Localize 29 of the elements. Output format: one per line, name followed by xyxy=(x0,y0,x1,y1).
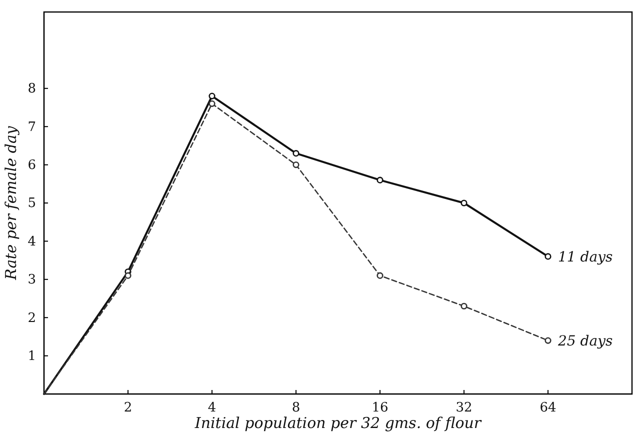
y-tick-label: 2 xyxy=(28,310,36,326)
x-tick-label: 8 xyxy=(292,400,300,416)
point xyxy=(292,162,300,168)
x-axis-title: Initial population per 32 gms. of flour xyxy=(194,414,482,432)
y-tick-label: 3 xyxy=(28,272,36,288)
series-label: 25 days xyxy=(557,334,613,350)
x-tick-label: 2 xyxy=(124,400,132,416)
y-tick-label: 1 xyxy=(28,348,36,364)
y-tick-label: 4 xyxy=(28,234,36,250)
point xyxy=(208,92,216,100)
y-axis-title: Rate per female day xyxy=(2,126,20,281)
point xyxy=(544,253,552,260)
y-tick-label: 6 xyxy=(28,158,36,173)
point xyxy=(208,100,216,107)
point xyxy=(460,302,468,310)
x-tick-label: 4 xyxy=(208,400,216,416)
x-tick-label: 16 xyxy=(372,400,388,416)
x-tick-label: 32 xyxy=(456,400,472,416)
point xyxy=(292,150,300,157)
point xyxy=(460,200,468,206)
x-tick-label: 64 xyxy=(540,400,556,416)
y-tick-label: 8 xyxy=(28,82,36,97)
y-tick-label: 5 xyxy=(28,196,36,212)
point xyxy=(376,176,384,184)
point xyxy=(376,272,384,279)
point xyxy=(124,272,132,279)
series-label: 11 days xyxy=(558,249,613,266)
y-tick-label: 7 xyxy=(28,120,36,135)
point xyxy=(544,337,552,344)
